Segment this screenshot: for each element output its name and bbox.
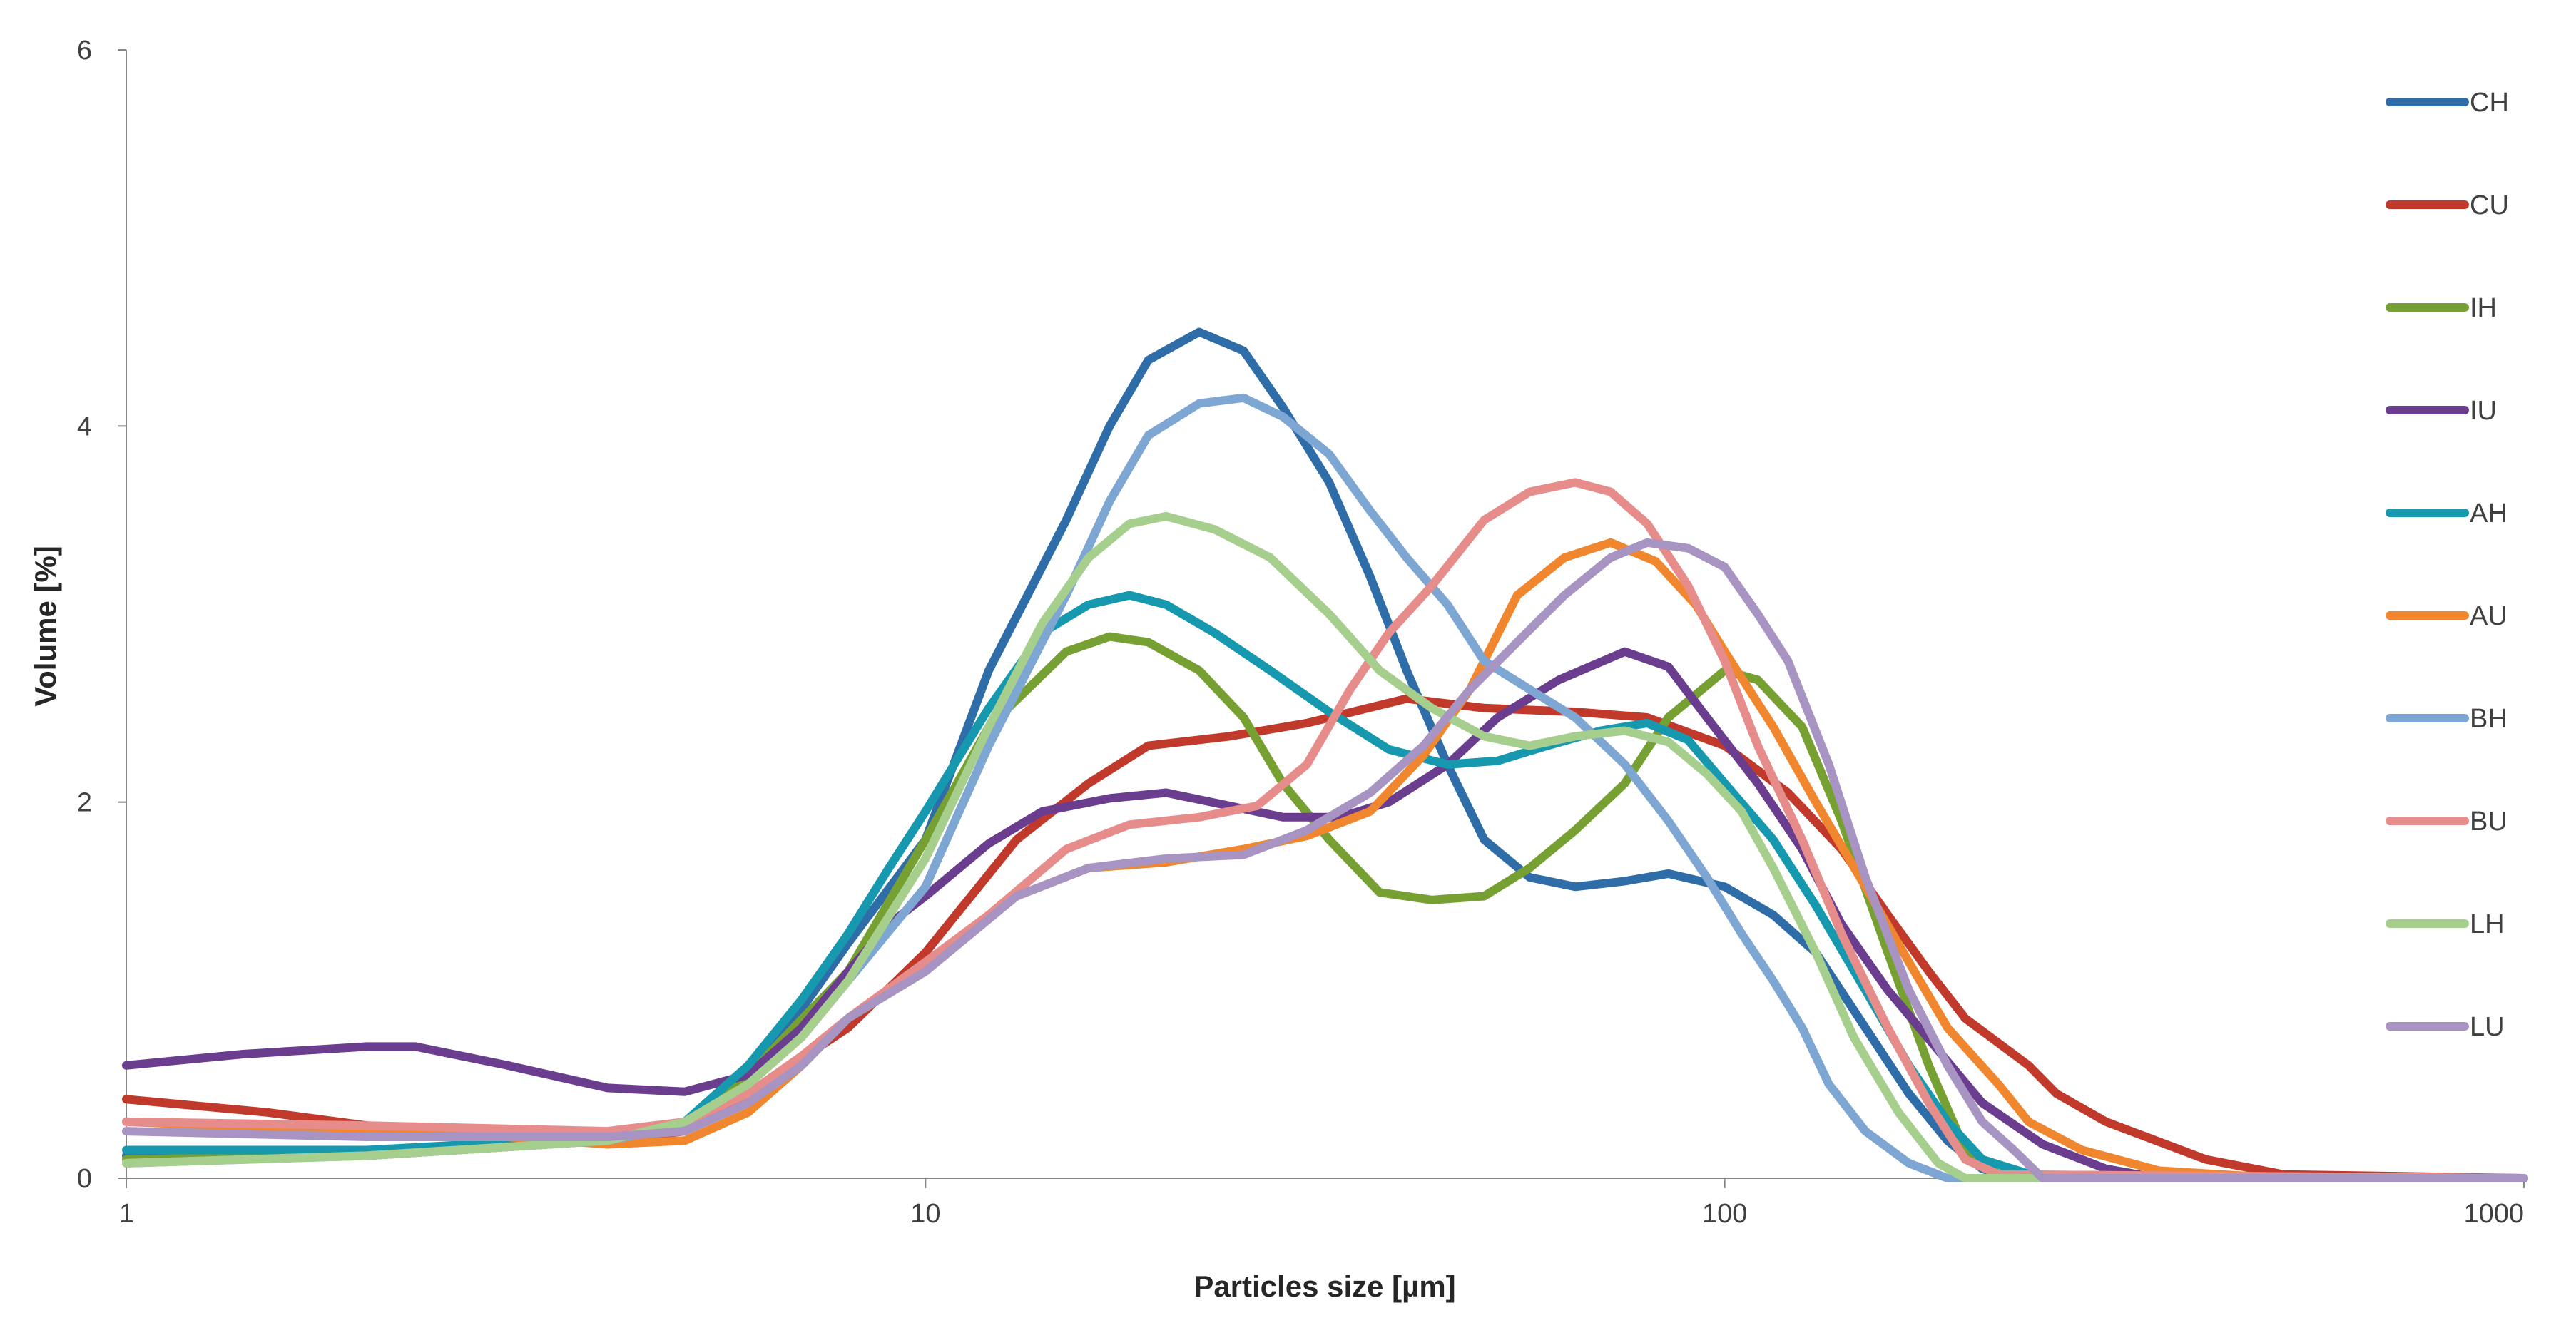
legend-label-au: AU xyxy=(2470,601,2508,631)
y-tick-label: 2 xyxy=(77,788,92,818)
y-tick-label: 0 xyxy=(77,1164,92,1194)
series-layer xyxy=(122,327,2528,1182)
series-line-lu xyxy=(122,538,2528,1182)
series-line-au xyxy=(122,538,2528,1182)
legend-label-bu: BU xyxy=(2470,807,2508,837)
legend-label-bh: BH xyxy=(2470,704,2508,734)
x-tick-label: 100 xyxy=(1702,1199,1747,1229)
legend-label-ah: AH xyxy=(2470,499,2508,528)
y-tick-label: 4 xyxy=(77,412,92,441)
series-line-ch xyxy=(122,327,2528,1182)
series-line-cu xyxy=(122,694,2528,1182)
series-line-iu xyxy=(122,647,2528,1182)
x-tick-label: 1000 xyxy=(2463,1199,2524,1229)
x-tick-label: 10 xyxy=(910,1199,940,1229)
x-tick-label: 1 xyxy=(119,1199,134,1229)
legend-label-lu: LU xyxy=(2470,1012,2505,1042)
series-line-bu xyxy=(122,478,2528,1182)
legend-label-cu: CU xyxy=(2470,190,2509,220)
series-line-ah xyxy=(122,591,2528,1182)
y-tick-label: 6 xyxy=(77,36,92,66)
legend-label-ih: IH xyxy=(2470,293,2497,323)
y-axis-title: Volume [%] xyxy=(29,546,62,707)
legend-label-iu: IU xyxy=(2470,396,2497,426)
x-axis-title: Particles size [µm] xyxy=(1193,1270,1455,1303)
series-line-lh xyxy=(122,511,2528,1182)
legend-label-ch: CH xyxy=(2470,88,2509,118)
axes: 1 10 100 1000 0 2 4 6 xyxy=(77,36,2525,1229)
legend-label-lh: LH xyxy=(2470,909,2505,939)
legend: CH CU IH IU AH AU BH BU LH LU xyxy=(2386,88,2509,1042)
